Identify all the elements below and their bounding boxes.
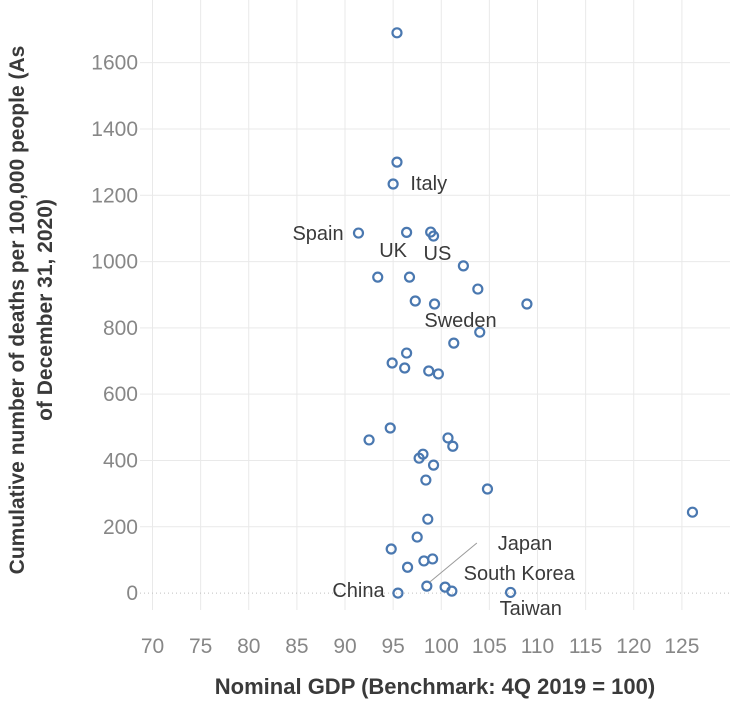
data-point xyxy=(391,27,403,39)
data-point xyxy=(428,298,441,310)
data-point xyxy=(411,531,423,543)
data-point xyxy=(432,368,444,380)
x-tick-label: 80 xyxy=(237,635,260,658)
data-point xyxy=(401,561,414,573)
y-tick-label: 0 xyxy=(126,582,138,605)
y-tick-label: 200 xyxy=(103,516,138,539)
x-tick-label: 70 xyxy=(141,635,164,658)
data-point xyxy=(446,585,458,597)
data-point xyxy=(457,260,469,272)
x-tick-label: 125 xyxy=(664,635,699,658)
data-point xyxy=(423,365,435,377)
data-points xyxy=(352,27,699,599)
data-point xyxy=(413,452,425,464)
axis-tick-labels: 70 75 80 85 90 95 100 105 110 115 120 125 0 200 400 600… xyxy=(91,52,699,658)
x-tick-label: 75 xyxy=(189,635,212,658)
x-tick-label: 115 xyxy=(569,635,602,658)
data-point xyxy=(384,422,396,434)
x-tick-label: 105 xyxy=(472,635,507,658)
data-point-taiwan xyxy=(504,586,517,599)
x-tick-label: 100 xyxy=(424,635,459,658)
data-point xyxy=(686,506,699,518)
data-point xyxy=(403,271,416,283)
data-point xyxy=(427,459,440,471)
country-label-south-korea: South Korea xyxy=(464,563,576,585)
data-point xyxy=(420,474,432,486)
country-labels: Italy Spain UK US Sweden Japan South Korea Chin… xyxy=(292,173,575,620)
x-tick-label: 90 xyxy=(333,635,356,658)
country-label-taiwan: Taiwan xyxy=(500,598,562,620)
country-label-china: China xyxy=(332,580,385,602)
data-point xyxy=(448,337,460,349)
data-point xyxy=(418,555,430,567)
x-axis-title: Nominal GDP (Benchmark: 4Q 2019 = 100) xyxy=(215,674,655,699)
y-tick-label: 1000 xyxy=(91,251,138,274)
x-tick-label: 85 xyxy=(285,635,308,658)
y-tick-label: 600 xyxy=(103,383,138,406)
data-point xyxy=(426,553,439,565)
y-axis-title-line2: of December 31, 2020) xyxy=(34,199,57,421)
data-point xyxy=(474,326,486,338)
data-point xyxy=(401,347,413,359)
data-point xyxy=(372,271,384,283)
data-point xyxy=(481,483,494,495)
data-point-us xyxy=(427,230,440,242)
data-point-sweden xyxy=(472,283,484,295)
data-point-uk xyxy=(401,226,413,238)
data-point-china xyxy=(392,587,404,599)
country-label-us: US xyxy=(424,243,452,265)
y-tick-label: 1200 xyxy=(91,184,138,207)
y-tick-label: 400 xyxy=(103,449,138,472)
y-tick-label: 1400 xyxy=(91,118,138,141)
country-label-uk: UK xyxy=(379,240,407,262)
x-tick-label: 95 xyxy=(381,635,404,658)
data-point xyxy=(521,298,533,310)
y-axis-title-line1: Cumulative number of deaths per 100,000 … xyxy=(6,46,29,575)
x-tick-label: 120 xyxy=(616,635,651,658)
data-point-japan xyxy=(421,580,433,592)
data-point xyxy=(385,543,397,555)
country-label-italy: Italy xyxy=(410,173,447,195)
data-point xyxy=(363,434,375,446)
y-tick-label: 1600 xyxy=(91,52,138,75)
data-point-italy xyxy=(387,178,399,190)
x-tick-label: 110 xyxy=(521,635,554,658)
data-point xyxy=(399,362,411,374)
data-point xyxy=(386,357,398,369)
data-point xyxy=(391,156,403,168)
data-point xyxy=(409,295,421,307)
data-point-spain xyxy=(352,227,365,239)
data-point xyxy=(447,440,459,452)
data-point xyxy=(442,432,454,444)
country-label-spain: Spain xyxy=(292,223,343,245)
y-tick-label: 800 xyxy=(103,317,138,340)
leader-line xyxy=(429,542,478,583)
data-point xyxy=(422,513,434,525)
country-label-japan: Japan xyxy=(498,533,553,555)
gridlines xyxy=(140,0,730,610)
country-label-sweden: Sweden xyxy=(424,310,496,332)
